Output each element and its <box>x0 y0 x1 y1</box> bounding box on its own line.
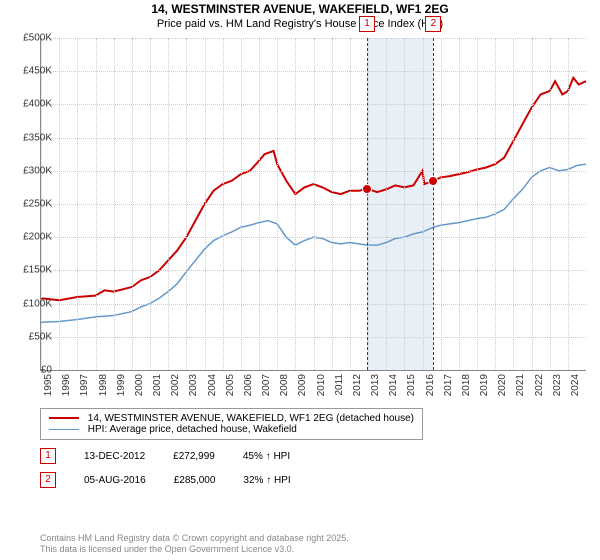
footer-line-2: This data is licensed under the Open Gov… <box>40 544 349 556</box>
sale-price-1: £272,999 <box>173 451 215 462</box>
y-axis-tick-label: £500K <box>23 33 52 44</box>
x-axis-tick-label: 2024 <box>570 374 581 396</box>
sale-price-2: £285,000 <box>174 475 216 486</box>
legend-label-1: 14, WESTMINSTER AVENUE, WAKEFIELD, WF1 2… <box>88 413 414 424</box>
x-axis-tick-label: 1995 <box>43 374 54 396</box>
x-gridline <box>532 38 533 370</box>
x-gridline <box>386 38 387 370</box>
x-axis-tick-label: 1999 <box>116 374 127 396</box>
sale-date-2: 05-AUG-2016 <box>84 475 146 486</box>
x-axis-tick-label: 2006 <box>243 374 254 396</box>
chart-title-1: 14, WESTMINSTER AVENUE, WAKEFIELD, WF1 2… <box>0 0 600 18</box>
x-gridline <box>404 38 405 370</box>
y-axis-tick-label: £50K <box>29 331 52 342</box>
x-gridline <box>114 38 115 370</box>
x-axis-tick-label: 2020 <box>497 374 508 396</box>
chart-plot-area: 12 <box>40 38 586 371</box>
x-gridline <box>495 38 496 370</box>
marker-badge: 2 <box>425 16 441 32</box>
x-axis-tick-label: 1997 <box>79 374 90 396</box>
x-axis-tick-label: 2016 <box>425 374 436 396</box>
x-gridline <box>241 38 242 370</box>
sale-date-1: 13-DEC-2012 <box>84 451 145 462</box>
x-gridline <box>550 38 551 370</box>
x-gridline <box>277 38 278 370</box>
x-axis-tick-label: 1996 <box>61 374 72 396</box>
marker-dot <box>428 176 438 186</box>
x-axis-tick-label: 2008 <box>279 374 290 396</box>
x-axis-tick-label: 2000 <box>134 374 145 396</box>
x-gridline <box>314 38 315 370</box>
x-gridline <box>332 38 333 370</box>
y-axis-tick-label: £400K <box>23 99 52 110</box>
marker-vline <box>367 38 368 370</box>
x-axis-tick-label: 2014 <box>388 374 399 396</box>
x-axis-tick-label: 2021 <box>515 374 526 396</box>
legend-swatch-2 <box>49 429 79 430</box>
x-gridline <box>295 38 296 370</box>
x-axis-tick-label: 2019 <box>479 374 490 396</box>
x-gridline <box>77 38 78 370</box>
footer-line-1: Contains HM Land Registry data © Crown c… <box>40 533 349 545</box>
x-axis-tick-label: 2001 <box>152 374 163 396</box>
x-axis-tick-label: 2003 <box>188 374 199 396</box>
sale-change-2: 32% ↑ HPI <box>243 475 290 486</box>
x-gridline <box>96 38 97 370</box>
x-gridline <box>259 38 260 370</box>
sale-badge-2: 2 <box>40 472 56 488</box>
x-axis-tick-label: 2022 <box>534 374 545 396</box>
y-axis-tick-label: £150K <box>23 265 52 276</box>
legend-box: 14, WESTMINSTER AVENUE, WAKEFIELD, WF1 2… <box>40 408 423 440</box>
x-axis-tick-label: 2009 <box>297 374 308 396</box>
x-gridline <box>477 38 478 370</box>
legend-item-2: HPI: Average price, detached house, Wake… <box>49 424 414 435</box>
x-gridline <box>350 38 351 370</box>
x-axis-tick-label: 1998 <box>98 374 109 396</box>
legend-item-1: 14, WESTMINSTER AVENUE, WAKEFIELD, WF1 2… <box>49 413 414 424</box>
sale-change-1: 45% ↑ HPI <box>243 451 290 462</box>
x-axis-tick-label: 2010 <box>316 374 327 396</box>
x-gridline <box>132 38 133 370</box>
y-axis-tick-label: £200K <box>23 232 52 243</box>
x-axis-tick-label: 2017 <box>443 374 454 396</box>
sale-row-2: 2 05-AUG-2016 £285,000 32% ↑ HPI <box>40 472 585 488</box>
x-gridline <box>368 38 369 370</box>
x-axis-tick-label: 2013 <box>370 374 381 396</box>
x-axis-tick-label: 2012 <box>352 374 363 396</box>
x-gridline <box>168 38 169 370</box>
marker-badge: 1 <box>359 16 375 32</box>
legend-swatch-1 <box>49 417 79 419</box>
chart-title-2: Price paid vs. HM Land Registry's House … <box>0 18 600 30</box>
x-gridline <box>150 38 151 370</box>
y-axis-tick-label: £250K <box>23 199 52 210</box>
marker-dot <box>362 184 372 194</box>
y-axis-tick-label: £350K <box>23 132 52 143</box>
x-axis-tick-label: 2004 <box>207 374 218 396</box>
y-axis-tick-label: £300K <box>23 165 52 176</box>
x-gridline <box>568 38 569 370</box>
legend-label-2: HPI: Average price, detached house, Wake… <box>88 424 297 435</box>
x-gridline <box>205 38 206 370</box>
x-axis-tick-label: 2023 <box>552 374 563 396</box>
x-gridline <box>59 38 60 370</box>
x-axis-tick-label: 2018 <box>461 374 472 396</box>
sale-badge-1: 1 <box>40 448 56 464</box>
sale-row-1: 1 13-DEC-2012 £272,999 45% ↑ HPI <box>40 448 585 464</box>
x-gridline <box>186 38 187 370</box>
x-axis-tick-label: 2002 <box>170 374 181 396</box>
x-axis-tick-label: 2011 <box>334 374 345 396</box>
x-axis-tick-label: 2015 <box>406 374 417 396</box>
x-axis-tick-label: 2005 <box>225 374 236 396</box>
x-gridline <box>513 38 514 370</box>
y-axis-tick-label: £450K <box>23 66 52 77</box>
x-gridline <box>441 38 442 370</box>
x-gridline <box>423 38 424 370</box>
footer-attribution: Contains HM Land Registry data © Crown c… <box>40 533 349 556</box>
chart-legend: 14, WESTMINSTER AVENUE, WAKEFIELD, WF1 2… <box>40 408 585 488</box>
x-gridline <box>459 38 460 370</box>
x-gridline <box>223 38 224 370</box>
marker-vline <box>433 38 434 370</box>
x-axis-tick-label: 2007 <box>261 374 272 396</box>
y-axis-tick-label: £100K <box>23 298 52 309</box>
